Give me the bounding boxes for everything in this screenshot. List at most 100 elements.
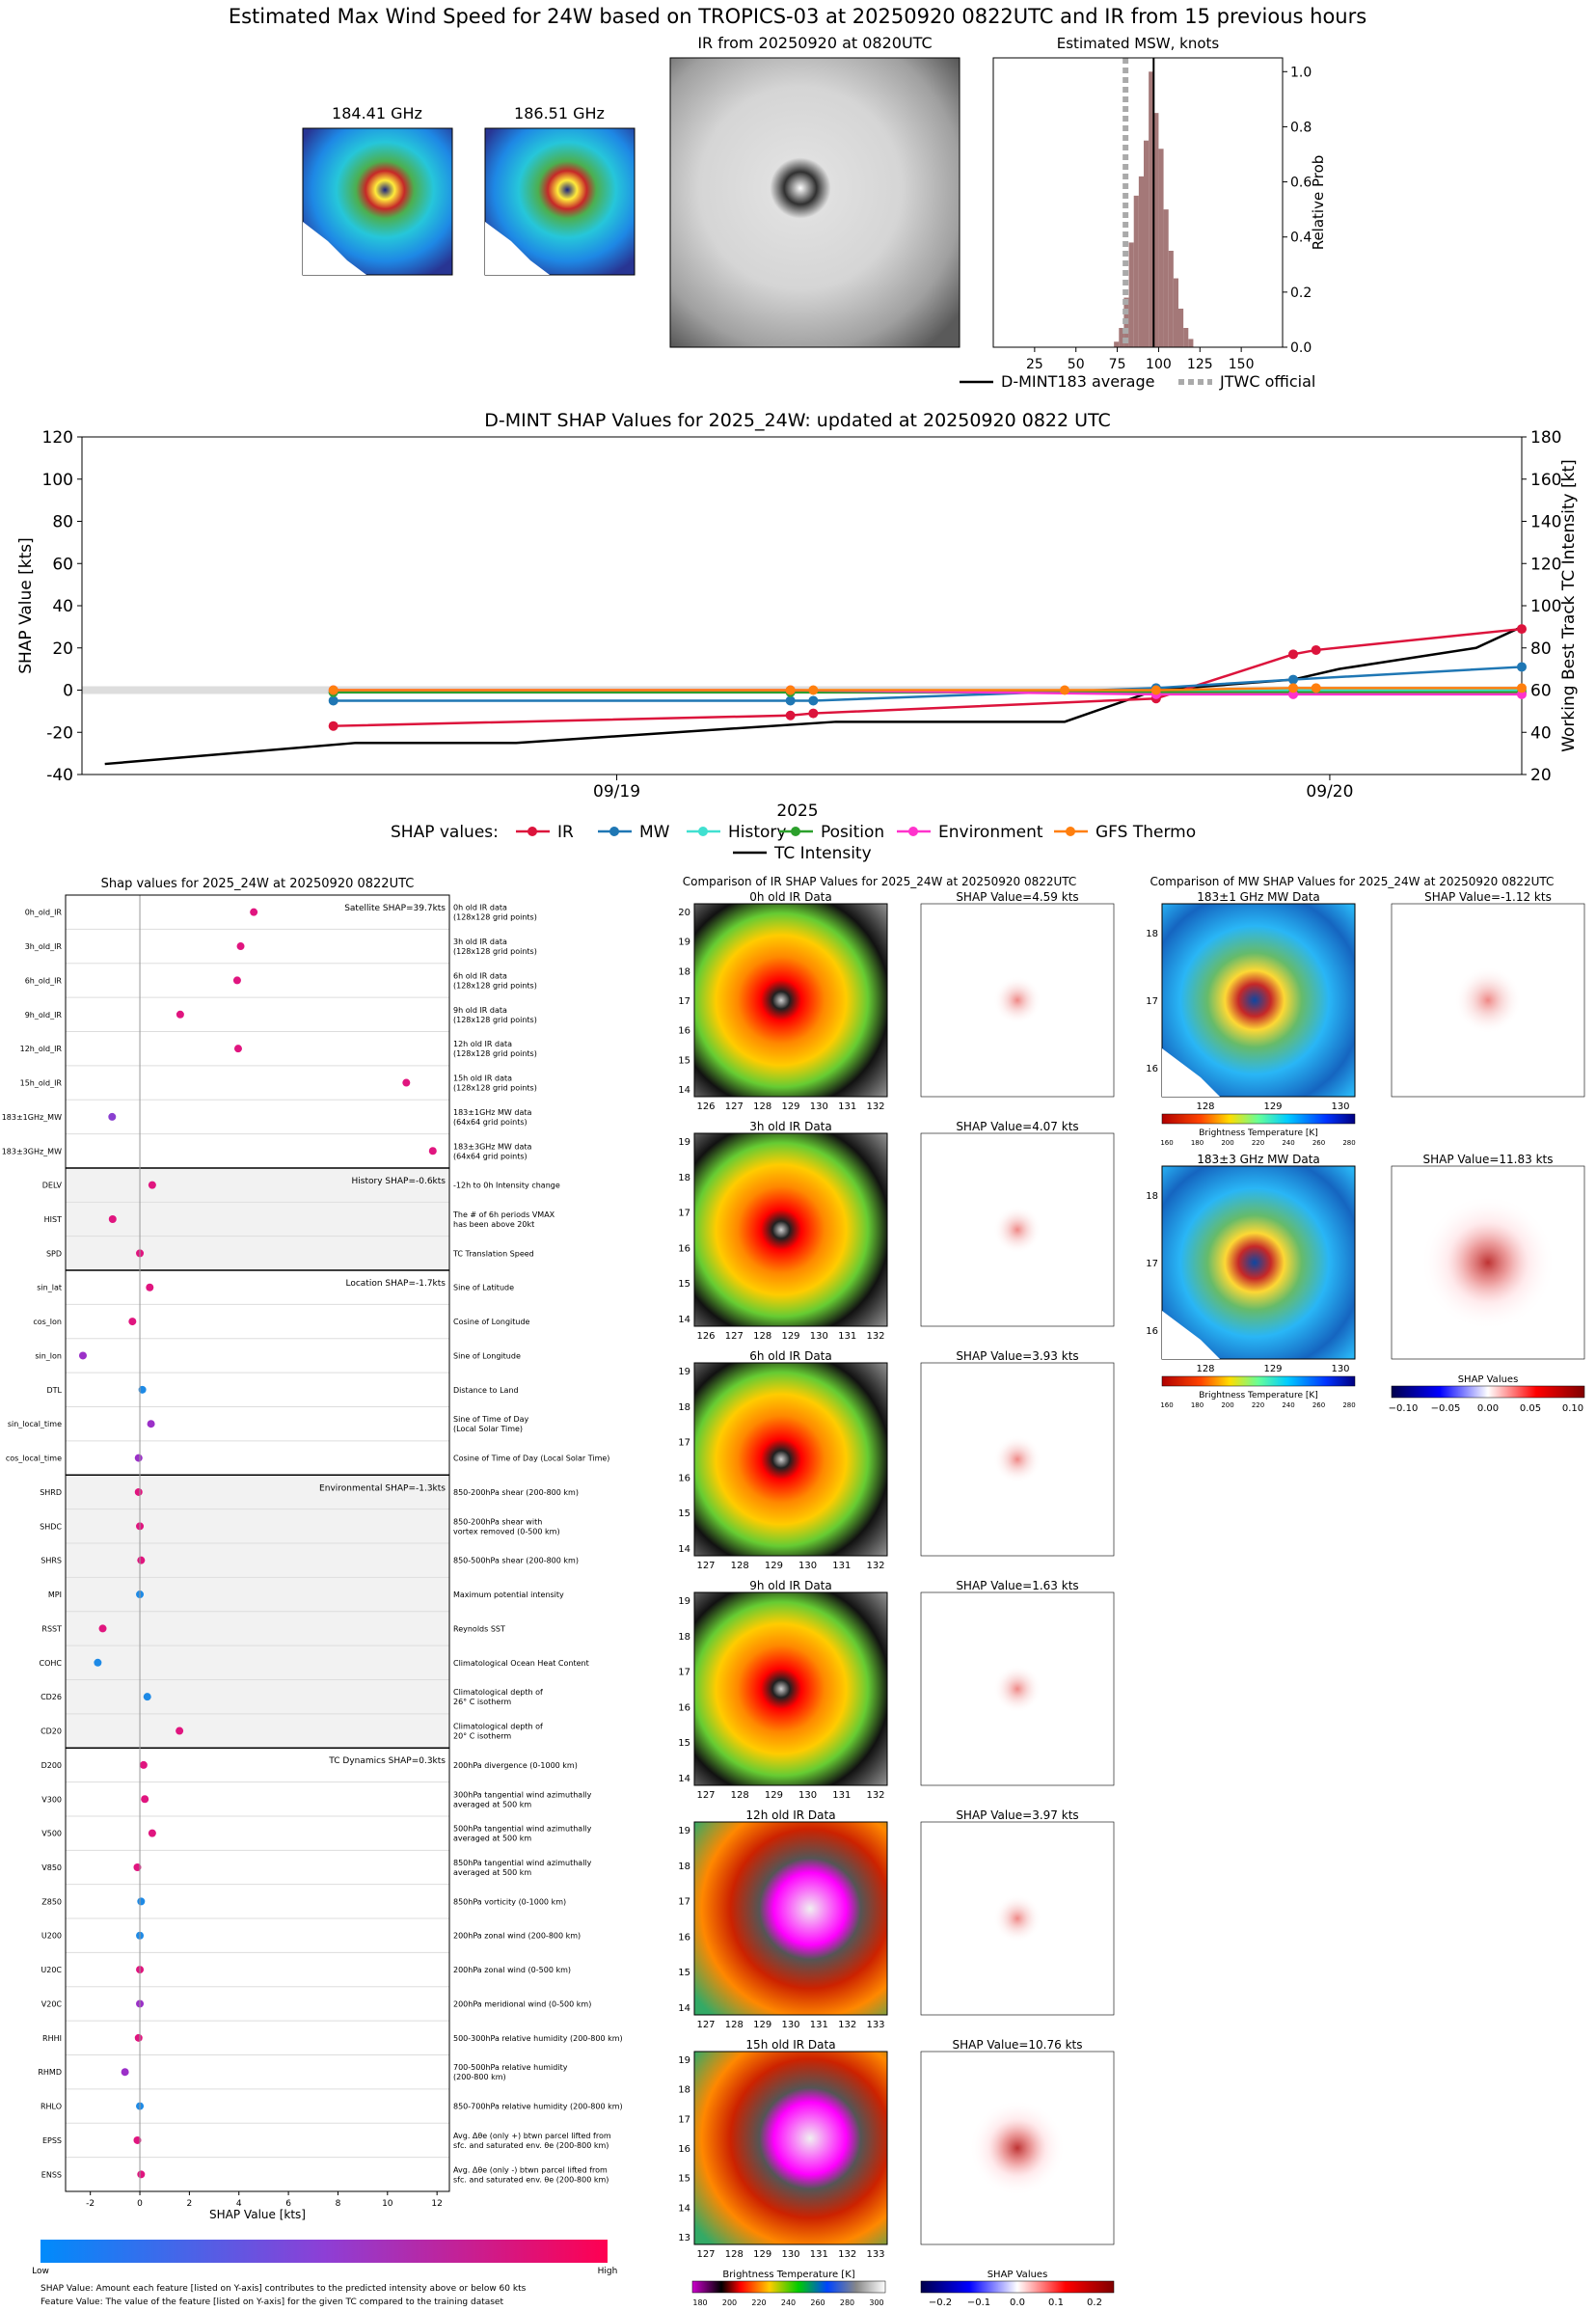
shap-feature-panel: Shap values for 2025_24W at 20250920 082… bbox=[2, 877, 623, 2307]
series-point-mw bbox=[1288, 674, 1299, 685]
mw-row-label: 183±1 GHz MW Data bbox=[1197, 890, 1320, 904]
hist-xtick-label: 25 bbox=[1026, 357, 1043, 372]
ir-xtick-label: 129 bbox=[765, 1790, 783, 1801]
feature-name: 9h_old_IR bbox=[25, 1011, 63, 1020]
ir-xtick-label: 129 bbox=[753, 2020, 771, 2030]
ir-image bbox=[693, 903, 888, 1098]
ts-legend-marker bbox=[908, 827, 918, 836]
feature-name: sin_lon bbox=[35, 1351, 62, 1360]
ir-xtick-label: 133 bbox=[866, 2249, 884, 2260]
legend-jtwc-label: JTWC official bbox=[1219, 372, 1315, 391]
mw-bt-tick: 220 bbox=[1252, 1139, 1264, 1147]
ir-ytick-label: 16 bbox=[678, 1243, 690, 1254]
ts-ytick-right-label: 180 bbox=[1530, 428, 1561, 448]
hist-bar bbox=[1133, 195, 1139, 347]
shap-xtick-label: 10 bbox=[382, 2199, 393, 2209]
feature-name: 3h_old_IR bbox=[25, 942, 63, 951]
mw-row-label: 183±3 GHz MW Data bbox=[1197, 1153, 1320, 1166]
mw-shap-tick: 0.10 bbox=[1562, 1403, 1583, 1414]
colorbar-high-label: High bbox=[598, 2267, 618, 2276]
ts-xtick-label: 09/19 bbox=[593, 782, 640, 802]
hist-bar bbox=[1114, 341, 1120, 347]
feature-name: RHMD bbox=[38, 2068, 62, 2077]
ts-legend-marker bbox=[791, 827, 800, 836]
ts-ylabel-right: Working Best Track TC Intensity [kt] bbox=[1559, 459, 1579, 752]
feature-description: Climatological depth of bbox=[453, 1688, 543, 1697]
ir-ytick-label: 15 bbox=[678, 1055, 690, 1066]
ir-xtick-label: 128 bbox=[753, 1101, 771, 1112]
ts-ytick-left-label: 100 bbox=[42, 471, 73, 490]
ir-xtick-label: 132 bbox=[866, 1790, 884, 1801]
ir-shap-value: SHAP Value=3.97 kts bbox=[956, 1808, 1078, 1822]
series-point-gfs-thermo bbox=[1517, 683, 1527, 693]
ts-ytick-right-label: 40 bbox=[1530, 723, 1552, 743]
ts-legend-label-intensity: TC Intensity bbox=[773, 844, 872, 863]
shap-dot bbox=[137, 2170, 146, 2179]
hist-bar bbox=[1183, 328, 1189, 347]
series-line-mw bbox=[333, 666, 1523, 702]
ir-xtick-label: 131 bbox=[832, 1561, 851, 1571]
feature-description: 850-500hPa shear (200-800 km) bbox=[453, 1557, 579, 1565]
ir-xtick-label: 126 bbox=[696, 1101, 715, 1112]
ts-ytick-right-label: 20 bbox=[1530, 766, 1552, 785]
feature-description: 500hPa tangential wind azimuthally bbox=[453, 1825, 592, 1834]
ir-bt-tick: 260 bbox=[810, 2298, 825, 2307]
ir-xtick-label: 131 bbox=[810, 2249, 828, 2260]
series-point-gfs-thermo bbox=[1288, 683, 1299, 693]
mw-bt-tick: 180 bbox=[1191, 1401, 1204, 1409]
ir-shap-tick: 0.2 bbox=[1087, 2297, 1102, 2308]
ir-xtick-label: 128 bbox=[753, 1331, 771, 1342]
ir-ytick-label: 19 bbox=[678, 1596, 690, 1607]
hist-bar bbox=[1168, 251, 1174, 347]
mw-compare-title: Comparison of MW SHAP Values for 2025_24… bbox=[1150, 875, 1555, 888]
feature-description: (128x128 grid points) bbox=[453, 1084, 537, 1093]
ir-bt-colorbar bbox=[691, 2280, 886, 2294]
ir-shap-blob bbox=[969, 1641, 1066, 1737]
feature-description: Avg. Δθe (only +) btwn parcel lifted fro… bbox=[453, 2132, 611, 2140]
shap-dot bbox=[176, 1010, 184, 1019]
hist-bar bbox=[1158, 149, 1164, 347]
ts-legend-label: Environment bbox=[938, 823, 1043, 842]
group-label: History SHAP=-0.6kts bbox=[352, 1177, 446, 1186]
feature-name: SHDC bbox=[40, 1522, 62, 1531]
mw-xtick-label: 130 bbox=[1331, 1101, 1349, 1112]
series-point-ir bbox=[808, 708, 819, 719]
ir-xtick-label: 129 bbox=[781, 1101, 799, 1112]
hist-title: Estimated MSW, knots bbox=[1057, 35, 1220, 52]
ts-ytick-left-label: -40 bbox=[46, 766, 73, 785]
ir-ytick-label: 17 bbox=[678, 1897, 690, 1908]
feature-description: The # of 6h periods VMAX bbox=[452, 1210, 555, 1219]
hist-ytick-label: 0.8 bbox=[1290, 120, 1312, 135]
ir-image bbox=[669, 57, 960, 348]
series-line-tc-intensity bbox=[104, 625, 1523, 766]
feature-name: sin_local_time bbox=[8, 1420, 62, 1428]
ir-ytick-label: 19 bbox=[678, 938, 690, 948]
mw-image bbox=[1161, 1165, 1356, 1360]
ir-ytick-label: 18 bbox=[678, 1173, 690, 1183]
shap-dot bbox=[143, 1693, 151, 1701]
mw-ytick-label: 16 bbox=[1146, 1064, 1158, 1074]
series-point-gfs-thermo bbox=[1060, 685, 1070, 695]
ir-bt-tick: 300 bbox=[869, 2298, 883, 2307]
feature-description: (128x128 grid points) bbox=[453, 947, 537, 956]
hist-xtick-label: 75 bbox=[1109, 357, 1126, 372]
mw-shap-tick: 0.05 bbox=[1520, 1403, 1541, 1414]
ir-ytick-label: 19 bbox=[678, 2055, 690, 2066]
hist-ytick-label: 0.4 bbox=[1290, 231, 1312, 246]
ts-ytick-left-label: 120 bbox=[42, 428, 73, 448]
mw-xtick-label: 128 bbox=[1196, 1364, 1214, 1374]
ts-legend-marker bbox=[527, 827, 537, 836]
feature-name: 0h_old_IR bbox=[25, 909, 63, 917]
ir-ytick-label: 18 bbox=[678, 1402, 690, 1413]
feature-description: 15h old IR data bbox=[453, 1074, 512, 1083]
ir-ytick-label: 19 bbox=[678, 1826, 690, 1836]
mw-bt-tick: 260 bbox=[1312, 1139, 1325, 1147]
ir-shap-blob bbox=[969, 952, 1066, 1048]
feature-name: SPD bbox=[46, 1249, 62, 1258]
feature-description: 183±1GHz MW data bbox=[453, 1108, 531, 1117]
mw-shap-tick: −0.05 bbox=[1431, 1403, 1461, 1414]
hist-bar bbox=[1128, 242, 1134, 347]
ts-legend-label: MW bbox=[639, 823, 670, 842]
ir-bt-tick: 220 bbox=[751, 2298, 766, 2307]
feature-value-colorbar bbox=[41, 2240, 608, 2263]
